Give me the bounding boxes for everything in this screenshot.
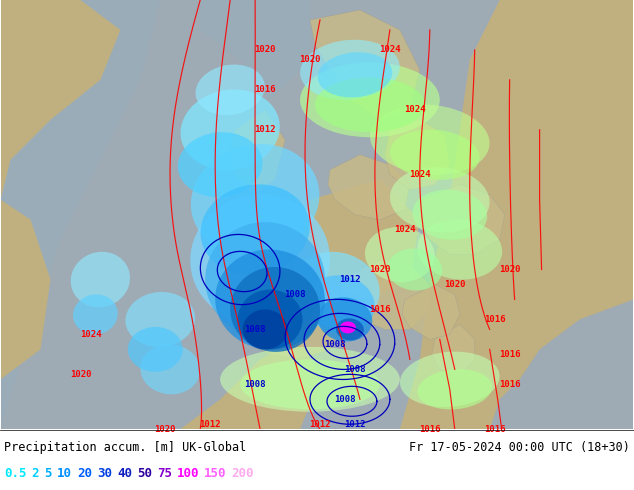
Polygon shape bbox=[200, 0, 310, 100]
Text: 150: 150 bbox=[204, 466, 226, 480]
Text: 1008: 1008 bbox=[344, 365, 366, 374]
Text: 1016: 1016 bbox=[499, 380, 521, 389]
Polygon shape bbox=[418, 185, 505, 254]
Ellipse shape bbox=[400, 352, 500, 407]
Polygon shape bbox=[1, 0, 160, 429]
Ellipse shape bbox=[71, 252, 130, 307]
Ellipse shape bbox=[240, 359, 380, 409]
Ellipse shape bbox=[318, 52, 392, 98]
Text: 1016: 1016 bbox=[419, 425, 441, 434]
Text: 1012: 1012 bbox=[309, 420, 331, 429]
Text: 1024: 1024 bbox=[409, 170, 430, 179]
Ellipse shape bbox=[336, 318, 364, 341]
Text: 1012: 1012 bbox=[344, 420, 366, 429]
Text: 40: 40 bbox=[117, 466, 132, 480]
Ellipse shape bbox=[191, 144, 320, 255]
Ellipse shape bbox=[230, 267, 320, 352]
Polygon shape bbox=[1, 0, 633, 429]
Text: 200: 200 bbox=[231, 466, 254, 480]
Text: 1016: 1016 bbox=[484, 315, 505, 324]
Text: 30: 30 bbox=[97, 466, 112, 480]
Polygon shape bbox=[402, 285, 460, 340]
Text: 1016: 1016 bbox=[254, 85, 276, 95]
Polygon shape bbox=[1, 0, 120, 199]
Text: 0.5: 0.5 bbox=[4, 466, 27, 480]
Text: 1012: 1012 bbox=[339, 275, 361, 284]
Polygon shape bbox=[240, 279, 345, 359]
Text: 1020: 1020 bbox=[70, 370, 91, 379]
Text: 1024: 1024 bbox=[404, 105, 425, 114]
Polygon shape bbox=[400, 0, 633, 429]
Text: 1016: 1016 bbox=[499, 350, 521, 359]
Ellipse shape bbox=[390, 129, 479, 180]
Ellipse shape bbox=[243, 310, 288, 349]
Ellipse shape bbox=[290, 252, 380, 327]
Ellipse shape bbox=[340, 321, 356, 333]
Text: 10: 10 bbox=[57, 466, 72, 480]
Polygon shape bbox=[230, 110, 285, 195]
Polygon shape bbox=[1, 199, 51, 379]
Text: 1008: 1008 bbox=[284, 290, 306, 299]
Text: 1024: 1024 bbox=[394, 225, 416, 234]
Ellipse shape bbox=[300, 40, 399, 100]
Polygon shape bbox=[1, 0, 633, 429]
Text: 50: 50 bbox=[137, 466, 152, 480]
Ellipse shape bbox=[365, 227, 435, 282]
Ellipse shape bbox=[412, 190, 487, 240]
Text: 1008: 1008 bbox=[244, 380, 266, 389]
Ellipse shape bbox=[390, 167, 489, 232]
Ellipse shape bbox=[315, 77, 425, 132]
Ellipse shape bbox=[128, 327, 183, 372]
Polygon shape bbox=[340, 260, 430, 329]
Polygon shape bbox=[328, 155, 410, 220]
Ellipse shape bbox=[181, 90, 280, 170]
Ellipse shape bbox=[215, 249, 325, 349]
Text: 1020: 1020 bbox=[254, 46, 276, 54]
Text: 1020: 1020 bbox=[369, 265, 391, 274]
Text: 1008: 1008 bbox=[244, 325, 266, 334]
Text: 1016: 1016 bbox=[484, 425, 505, 434]
Text: 1024: 1024 bbox=[80, 330, 101, 339]
Text: Precipitation accum. [m] UK-Global: Precipitation accum. [m] UK-Global bbox=[4, 441, 246, 454]
Ellipse shape bbox=[190, 195, 330, 324]
Polygon shape bbox=[432, 324, 475, 374]
Ellipse shape bbox=[140, 344, 200, 394]
Ellipse shape bbox=[195, 65, 265, 115]
Text: 1008: 1008 bbox=[324, 340, 346, 349]
Ellipse shape bbox=[387, 248, 443, 291]
Ellipse shape bbox=[126, 292, 195, 347]
Ellipse shape bbox=[178, 132, 262, 197]
Ellipse shape bbox=[305, 275, 375, 334]
Text: 1012: 1012 bbox=[200, 420, 221, 429]
Text: Fr 17-05-2024 00:00 UTC (18+30): Fr 17-05-2024 00:00 UTC (18+30) bbox=[409, 441, 630, 454]
Ellipse shape bbox=[205, 222, 325, 337]
Text: 1020: 1020 bbox=[299, 55, 321, 64]
Polygon shape bbox=[300, 180, 420, 299]
Text: 100: 100 bbox=[177, 466, 200, 480]
Ellipse shape bbox=[370, 104, 489, 175]
Text: 1012: 1012 bbox=[254, 125, 276, 134]
Ellipse shape bbox=[220, 347, 400, 412]
Polygon shape bbox=[385, 120, 450, 190]
Polygon shape bbox=[310, 10, 420, 120]
Ellipse shape bbox=[73, 294, 118, 335]
Polygon shape bbox=[180, 340, 320, 429]
Text: 20: 20 bbox=[77, 466, 92, 480]
Ellipse shape bbox=[300, 62, 440, 137]
Text: 1020: 1020 bbox=[444, 280, 465, 289]
Text: 5: 5 bbox=[44, 466, 51, 480]
Ellipse shape bbox=[238, 290, 302, 349]
Polygon shape bbox=[1, 0, 633, 429]
Text: 1020: 1020 bbox=[155, 425, 176, 434]
Text: 2: 2 bbox=[31, 466, 39, 480]
Ellipse shape bbox=[200, 184, 310, 275]
Ellipse shape bbox=[417, 369, 492, 410]
Ellipse shape bbox=[417, 220, 502, 280]
Text: 1016: 1016 bbox=[369, 305, 391, 314]
Text: 75: 75 bbox=[157, 466, 172, 480]
Text: 1024: 1024 bbox=[379, 46, 401, 54]
Text: 1020: 1020 bbox=[499, 265, 521, 274]
Text: 1008: 1008 bbox=[334, 395, 356, 404]
Ellipse shape bbox=[318, 297, 372, 342]
